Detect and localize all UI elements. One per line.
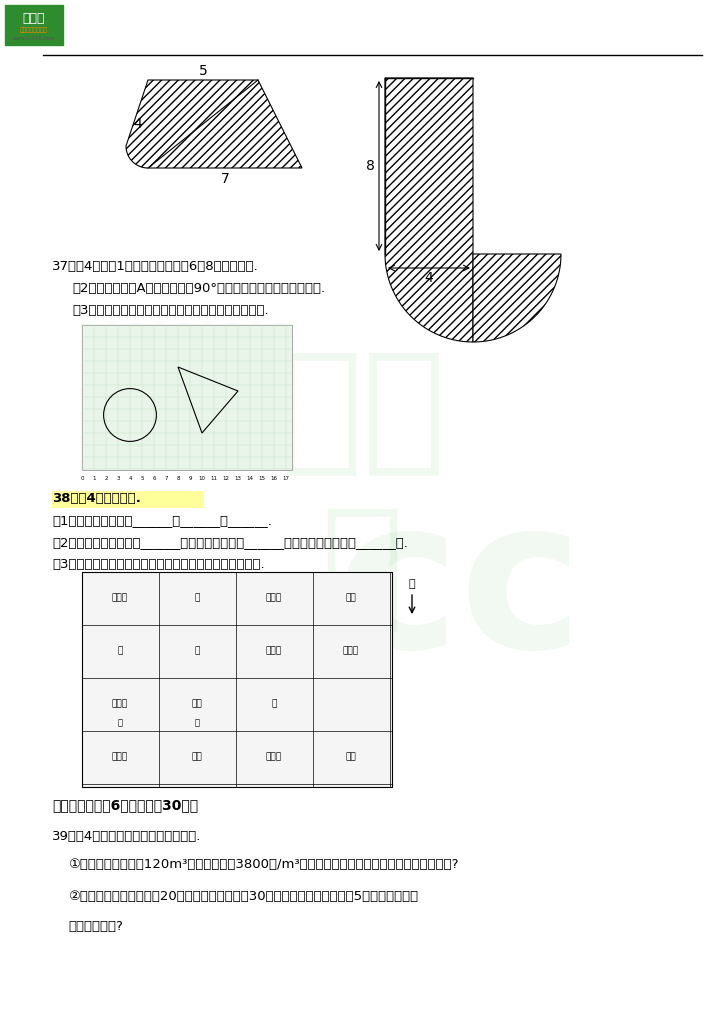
Text: ②一件工作，甲独做需要20天完成，乙独做需要30天完成．甲、乙两人合做5天，完成这件工: ②一件工作，甲独做需要20天完成，乙独做需要30天完成．甲、乙两人合做5天，完成… [68, 890, 418, 903]
Text: 小路: 小路 [192, 753, 203, 762]
Text: 11: 11 [211, 475, 217, 480]
Text: 免费学习资源下载: 免费学习资源下载 [20, 28, 48, 33]
Text: 12: 12 [222, 475, 230, 480]
Text: ①小强家准备买一套120m³的住房，单价3800元/m³，如果按九五折优惠，买这套住房要多少元?: ①小强家准备买一套120m³的住房，单价3800元/m³，如果按九五折优惠，买这… [68, 858, 458, 871]
Text: 4: 4 [128, 475, 132, 480]
Text: 商场: 商场 [345, 753, 356, 762]
Text: 2: 2 [104, 475, 108, 480]
FancyBboxPatch shape [82, 325, 292, 470]
Text: 17: 17 [282, 475, 290, 480]
Text: 小明家: 小明家 [112, 753, 128, 762]
Text: 15: 15 [258, 475, 266, 480]
Text: 39．（4分）只列算式或方程，不计算.: 39．（4分）只列算式或方程，不计算. [52, 830, 201, 843]
Text: 学习网: 学习网 [22, 11, 45, 25]
Text: 0: 0 [80, 475, 84, 480]
Text: 图书馆: 图书馆 [266, 594, 282, 602]
Text: 路: 路 [272, 699, 277, 709]
Text: 电影院: 电影院 [343, 646, 359, 655]
Text: 8: 8 [366, 159, 374, 173]
Text: 邮电局: 邮电局 [266, 646, 282, 655]
Text: 37．（4分）（1）把圆移到圆心（6，8）的位置上.: 37．（4分）（1）把圆移到圆心（6，8）的位置上. [52, 260, 258, 273]
Text: （3）请在图上画出小明去图书馆和小丽去学校所走的路线.: （3）请在图上画出小明去图书馆和小丽去学校所走的路线. [52, 558, 265, 571]
Text: 体育馆: 体育馆 [112, 594, 128, 602]
Text: 1: 1 [92, 475, 96, 480]
Text: 8: 8 [176, 475, 180, 480]
Text: 5: 5 [140, 475, 144, 480]
Text: cc: cc [337, 489, 584, 691]
Text: 小丽家: 小丽家 [266, 753, 282, 762]
Polygon shape [126, 80, 302, 168]
Text: 平: 平 [194, 646, 200, 655]
Text: 公园: 公园 [192, 699, 203, 709]
Text: 和: 和 [117, 646, 122, 655]
Text: 38．（4分）辨方向.: 38．（4分）辨方向. [52, 492, 141, 505]
Text: 北: 北 [408, 579, 416, 589]
Text: 学校: 学校 [345, 594, 356, 602]
Text: （2）把三角形绕A点顺时针旋转90°，再画出新三角形底边上的高.: （2）把三角形绕A点顺时针旋转90°，再画出新三角形底边上的高. [72, 282, 325, 295]
Text: 5: 5 [198, 63, 207, 78]
Text: 3: 3 [117, 475, 119, 480]
Text: 6: 6 [152, 475, 156, 480]
Text: 7: 7 [221, 172, 230, 186]
Text: 4: 4 [134, 117, 143, 131]
Polygon shape [385, 78, 473, 342]
Text: 7: 7 [164, 475, 168, 480]
Text: 4: 4 [424, 271, 434, 285]
Polygon shape [473, 254, 561, 342]
Text: 五．解答题（共6小题，满分30分）: 五．解答题（共6小题，满分30分） [52, 798, 198, 812]
FancyBboxPatch shape [82, 572, 392, 787]
Text: 天: 天 [117, 718, 122, 727]
Text: 作的几分之几?: 作的几分之几? [68, 920, 123, 933]
FancyBboxPatch shape [5, 5, 63, 45]
Text: 博物馆: 博物馆 [112, 699, 128, 709]
Text: www.cc518.com: www.cc518.com [13, 37, 55, 42]
Text: 9: 9 [188, 475, 192, 480]
Text: 茱: 茱 [195, 718, 200, 727]
Text: 14: 14 [246, 475, 253, 480]
Text: 13: 13 [235, 475, 242, 480]
Text: 解: 解 [194, 594, 200, 602]
Text: （1）解放路的西面有______、______和______.: （1）解放路的西面有______、______和______. [52, 514, 272, 527]
Text: （2）小丽家在芙蓉路的______面，商场在公园的______面．学校在小明家的______面.: （2）小丽家在芙蓉路的______面，商场在公园的______面．学校在小明家的… [52, 536, 408, 549]
Text: 16: 16 [271, 475, 277, 480]
Text: 学习
网: 学习 网 [279, 344, 445, 636]
Text: （3）画出右上方图形的另一半，使其成为轴对称图形.: （3）画出右上方图形的另一半，使其成为轴对称图形. [72, 304, 269, 317]
Text: 10: 10 [198, 475, 206, 480]
FancyBboxPatch shape [52, 490, 204, 508]
